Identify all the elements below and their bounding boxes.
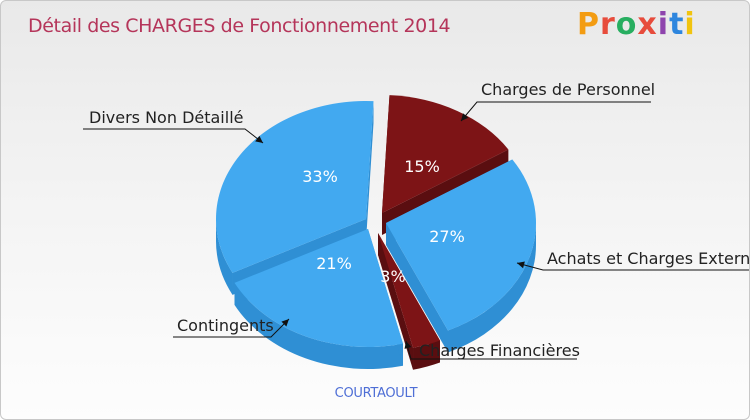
logo-letter: r xyxy=(600,7,616,42)
pie-slice-side xyxy=(216,219,233,295)
pie-slice-side xyxy=(234,282,404,369)
slice-category-label: Charges de Personnel xyxy=(481,80,655,99)
slice-category-label: Achats et Charges Externes xyxy=(547,249,750,268)
pie-slice[interactable] xyxy=(234,229,404,347)
slice-category-label: Divers Non Détaillé xyxy=(89,108,243,127)
commune-name: COURTAOULT xyxy=(334,386,418,401)
leader-arrowhead xyxy=(281,319,289,327)
logo-letter: i xyxy=(657,7,670,42)
leader-line xyxy=(516,262,749,271)
leader-arrowhead xyxy=(461,113,469,121)
pie-slice-side xyxy=(447,223,536,353)
leader-line xyxy=(173,318,290,338)
pie-slice[interactable] xyxy=(382,95,509,213)
percent-labels: 15% 27% 3% 21% 33% xyxy=(302,157,465,286)
leader-arrowhead xyxy=(517,261,525,269)
pie-slice[interactable] xyxy=(386,159,536,331)
leader-line xyxy=(460,101,651,122)
pie-top-layer xyxy=(216,95,536,348)
slice-percent-label: 33% xyxy=(302,167,338,186)
slice-percent-label: 21% xyxy=(316,254,352,273)
chart-title: Détail des CHARGES de Fonctionnement 201… xyxy=(28,15,451,37)
proxiti-logo[interactable]: Proxiti xyxy=(577,7,696,42)
pie-slice-cut xyxy=(386,223,448,353)
logo-letter: t xyxy=(669,7,685,42)
leader-lines: Charges de Personnel Achats et Charges Ex… xyxy=(83,80,750,360)
slice-percent-label: 15% xyxy=(404,157,440,176)
slice-category-label: Charges Financières xyxy=(419,341,580,360)
logo-letter: x xyxy=(637,7,658,42)
pie-slice[interactable] xyxy=(216,101,374,273)
slice-category-label: Contingents xyxy=(177,316,274,335)
leader-arrowhead xyxy=(255,135,263,143)
logo-letter: P xyxy=(577,7,600,42)
logo-letter: i xyxy=(684,7,696,42)
logo-letter: o xyxy=(615,7,638,42)
slice-percent-label: 27% xyxy=(429,227,465,246)
slice-percent-label: 3% xyxy=(380,267,405,286)
pie-slice-cut xyxy=(366,101,374,242)
pie-slice[interactable] xyxy=(378,233,440,348)
pie-slice-cut xyxy=(378,233,414,370)
leader-line xyxy=(83,128,264,144)
leader-arrowhead xyxy=(404,341,412,349)
